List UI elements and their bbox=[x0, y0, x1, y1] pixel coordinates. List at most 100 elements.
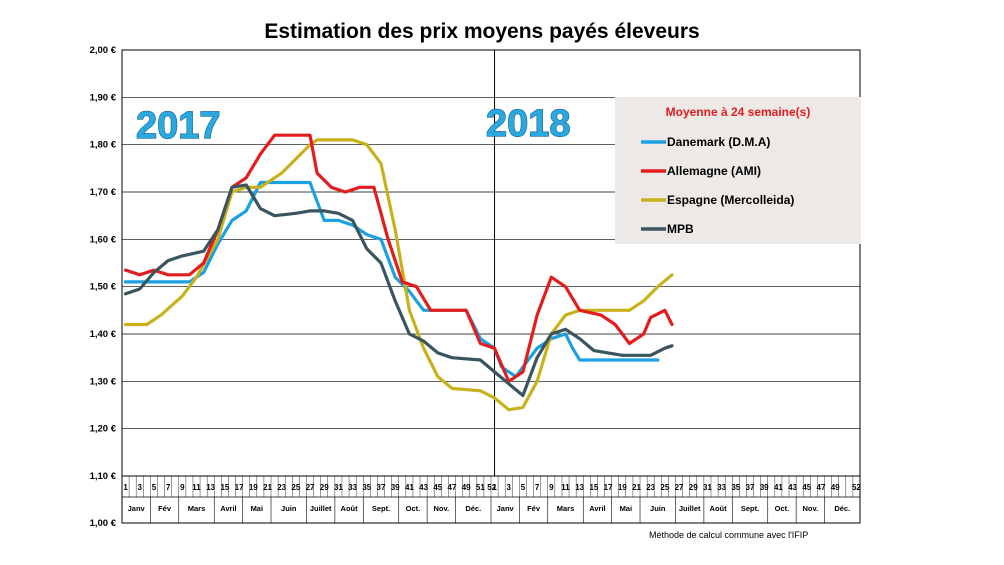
x-tick-label: 27 bbox=[306, 483, 315, 492]
month-label: Déc. bbox=[465, 504, 481, 513]
x-tick-label: 37 bbox=[377, 483, 386, 492]
x-axis: 1 3 5 7 9 11 13 15 17 19 21 23 25 27 29 31 33 35 37 39 41 43 4… bbox=[121, 475, 861, 523]
x-tick-label: 17 bbox=[235, 483, 244, 492]
x-tick-label: 52 bbox=[852, 483, 861, 492]
y-tick-label: 1,80 € bbox=[90, 140, 117, 151]
series-lines bbox=[123, 133, 674, 412]
y-tick-label: 2,00 € bbox=[90, 45, 117, 56]
x-tick-label: 35 bbox=[731, 483, 740, 492]
month-label: Avril bbox=[589, 504, 605, 513]
x-tick-label: 11 bbox=[192, 483, 201, 492]
x-tick-label: 39 bbox=[391, 483, 400, 492]
legend-label: MPB bbox=[667, 222, 694, 236]
month-label: Mars bbox=[557, 504, 575, 513]
x-tick-label: 29 bbox=[320, 483, 329, 492]
x-tick-label: 19 bbox=[249, 483, 258, 492]
series-line-3 bbox=[123, 183, 674, 398]
x-tick-label: 45 bbox=[433, 483, 442, 492]
x-tick-label: 31 bbox=[703, 483, 712, 492]
month-label: Sept. bbox=[741, 504, 759, 513]
x-tick-label: 1 bbox=[123, 483, 128, 492]
x-tick-label: 49 bbox=[831, 483, 840, 492]
y-tick-label: 1,40 € bbox=[90, 329, 117, 340]
x-tick-label: 41 bbox=[774, 483, 783, 492]
y-tick-label: 1,60 € bbox=[90, 234, 117, 245]
month-label: Janv bbox=[128, 504, 146, 513]
x-tick-label: 9 bbox=[180, 483, 185, 492]
x-tick-label: 9 bbox=[549, 483, 554, 492]
y-tick-label: 1,00 € bbox=[90, 518, 117, 529]
x-tick-label: 5 bbox=[521, 483, 526, 492]
year-label-2017: 2017 bbox=[136, 105, 221, 147]
y-tick-label: 1,30 € bbox=[90, 376, 117, 387]
x-tick-label: 25 bbox=[291, 483, 300, 492]
x-tick-label: 1 bbox=[492, 483, 497, 492]
month-label: Août bbox=[710, 504, 728, 513]
x-tick-label: 35 bbox=[362, 483, 371, 492]
x-tick-label: 23 bbox=[277, 483, 286, 492]
month-label: Déc. bbox=[834, 504, 850, 513]
y-tick-label: 1,70 € bbox=[90, 187, 117, 198]
x-tick-label: 45 bbox=[802, 483, 811, 492]
x-tick-label: 49 bbox=[462, 483, 471, 492]
y-tick-label: 1,50 € bbox=[90, 282, 117, 293]
month-label: Nov. bbox=[433, 504, 449, 513]
y-tick-label: 1,90 € bbox=[90, 92, 117, 103]
month-label: Nov. bbox=[802, 504, 818, 513]
month-label: Mars bbox=[188, 504, 206, 513]
x-tick-label: 31 bbox=[334, 483, 343, 492]
x-tick-label: 15 bbox=[589, 483, 598, 492]
legend-label: Danemark (D.M.A) bbox=[667, 135, 770, 149]
month-label: Mai bbox=[251, 504, 264, 513]
x-tick-label: 3 bbox=[138, 483, 143, 492]
x-tick-label: 17 bbox=[604, 483, 613, 492]
x-tick-label: 5 bbox=[152, 483, 157, 492]
year-label-2018: 2018 bbox=[486, 103, 571, 145]
x-tick-label: 47 bbox=[448, 483, 457, 492]
x-tick-label: 52 bbox=[487, 483, 496, 492]
x-tick-label: 21 bbox=[632, 483, 641, 492]
month-label: Fév bbox=[158, 504, 172, 513]
x-tick-label: 25 bbox=[660, 483, 669, 492]
month-label: Août bbox=[341, 504, 359, 513]
x-tick-label: 23 bbox=[646, 483, 655, 492]
x-tick-label: 39 bbox=[760, 483, 769, 492]
month-label: Avril bbox=[220, 504, 236, 513]
x-tick-label: 19 bbox=[618, 483, 627, 492]
month-label: Juin bbox=[650, 504, 666, 513]
x-tick-label: 51 bbox=[476, 483, 485, 492]
y-axis: 1,00 € 1,10 € 1,20 € 1,30 € 1,40 € 1,50 € 1,60… bbox=[90, 45, 117, 529]
x-tick-label: 27 bbox=[675, 483, 684, 492]
month-label: Janv bbox=[497, 504, 515, 513]
x-tick-label: 43 bbox=[788, 483, 797, 492]
x-tick-label: 21 bbox=[263, 483, 272, 492]
legend-label: Allemagne (AMI) bbox=[667, 164, 761, 178]
chart-title: Estimation des prix moyens payés éleveur… bbox=[264, 20, 699, 43]
month-label: Juillet bbox=[679, 504, 701, 513]
legend: Moyenne à 24 semaine(s) Danemark (D.M.A)… bbox=[615, 97, 861, 244]
x-tick-label: 37 bbox=[746, 483, 755, 492]
y-tick-label: 1,20 € bbox=[90, 424, 117, 435]
legend-title: Moyenne à 24 semaine(s) bbox=[666, 105, 811, 119]
x-tick-label: 13 bbox=[206, 483, 215, 492]
month-label: Sept. bbox=[372, 504, 390, 513]
legend-label: Espagne (Mercolleida) bbox=[667, 193, 794, 207]
month-label: Fév bbox=[527, 504, 541, 513]
x-tick-label: 11 bbox=[561, 483, 570, 492]
month-label: Oct. bbox=[775, 504, 790, 513]
month-label: Oct. bbox=[406, 504, 421, 513]
month-label: Juin bbox=[281, 504, 297, 513]
x-tick-label: 47 bbox=[817, 483, 826, 492]
y-tick-label: 1,10 € bbox=[90, 471, 117, 482]
month-label: Mai bbox=[620, 504, 633, 513]
x-tick-label: 7 bbox=[535, 483, 540, 492]
x-tick-label: 13 bbox=[575, 483, 584, 492]
x-tick-label: 43 bbox=[419, 483, 428, 492]
month-label: Juillet bbox=[310, 504, 332, 513]
series-line-2 bbox=[123, 138, 674, 412]
footnote: Méthode de calcul commune avec l'IFIP bbox=[649, 530, 808, 540]
x-tick-label: 33 bbox=[717, 483, 726, 492]
x-tick-label: 33 bbox=[348, 483, 357, 492]
x-tick-label: 29 bbox=[689, 483, 698, 492]
